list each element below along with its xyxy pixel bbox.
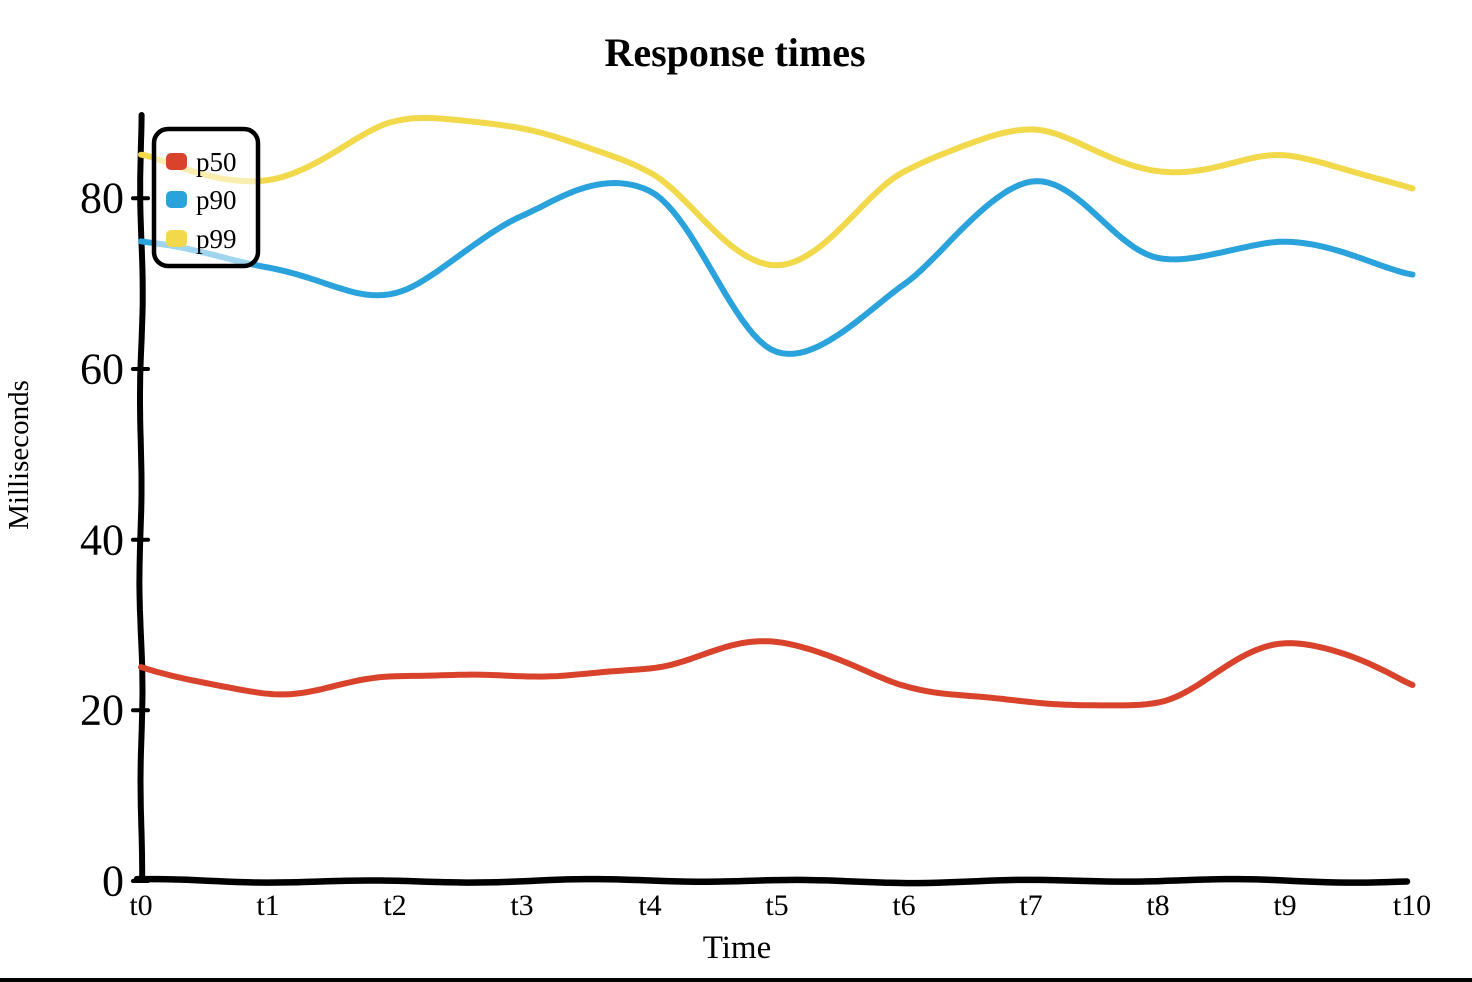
x-tick-labels: t0 t1 t2 t3 t4 t5 t6 t7 t8 t9 t10 [129,889,1431,922]
p90-legend-label: p90 [196,185,237,215]
y-tick-0: 0 [102,857,124,906]
x-tick-t7: t7 [1019,889,1042,922]
x-axis-label: Time [703,930,771,966]
axes [131,112,1411,887]
p50-line [138,638,1416,709]
x-tick-t4: t4 [638,889,661,922]
chart-title: Response times [604,30,865,75]
x-tick-t5: t5 [765,889,788,922]
series-lines [138,114,1416,709]
y-tick-60: 60 [80,345,124,394]
y-tick-40: 40 [80,516,124,565]
x-axis-spine [133,875,1411,887]
window-bottom-edge [0,978,1472,982]
x-tick-t6: t6 [892,889,915,922]
x-tick-t2: t2 [383,889,406,922]
y-axis-label: Milliseconds [3,380,35,530]
p50-legend-swatch [166,153,187,170]
x-tick-t8: t8 [1146,889,1169,922]
x-tick-t1: t1 [256,889,279,922]
x-tick-t10: t10 [1393,889,1431,922]
y-tick-labels: 0 20 40 60 80 [80,174,124,906]
y-axis-spine [136,112,146,883]
p99-legend-swatch [166,230,187,247]
y-tick-20: 20 [80,686,124,735]
p99-line [138,114,1416,269]
p99-legend-label: p99 [196,224,237,254]
x-tick-t3: t3 [510,889,533,922]
x-tick-t0: t0 [129,889,152,922]
y-tick-80: 80 [80,174,124,223]
p50-legend-label: p50 [196,147,237,177]
p90-line [138,178,1416,357]
x-tick-t9: t9 [1273,889,1296,922]
p90-legend-swatch [166,191,187,208]
legend: p50 p90 p99 [151,126,261,269]
